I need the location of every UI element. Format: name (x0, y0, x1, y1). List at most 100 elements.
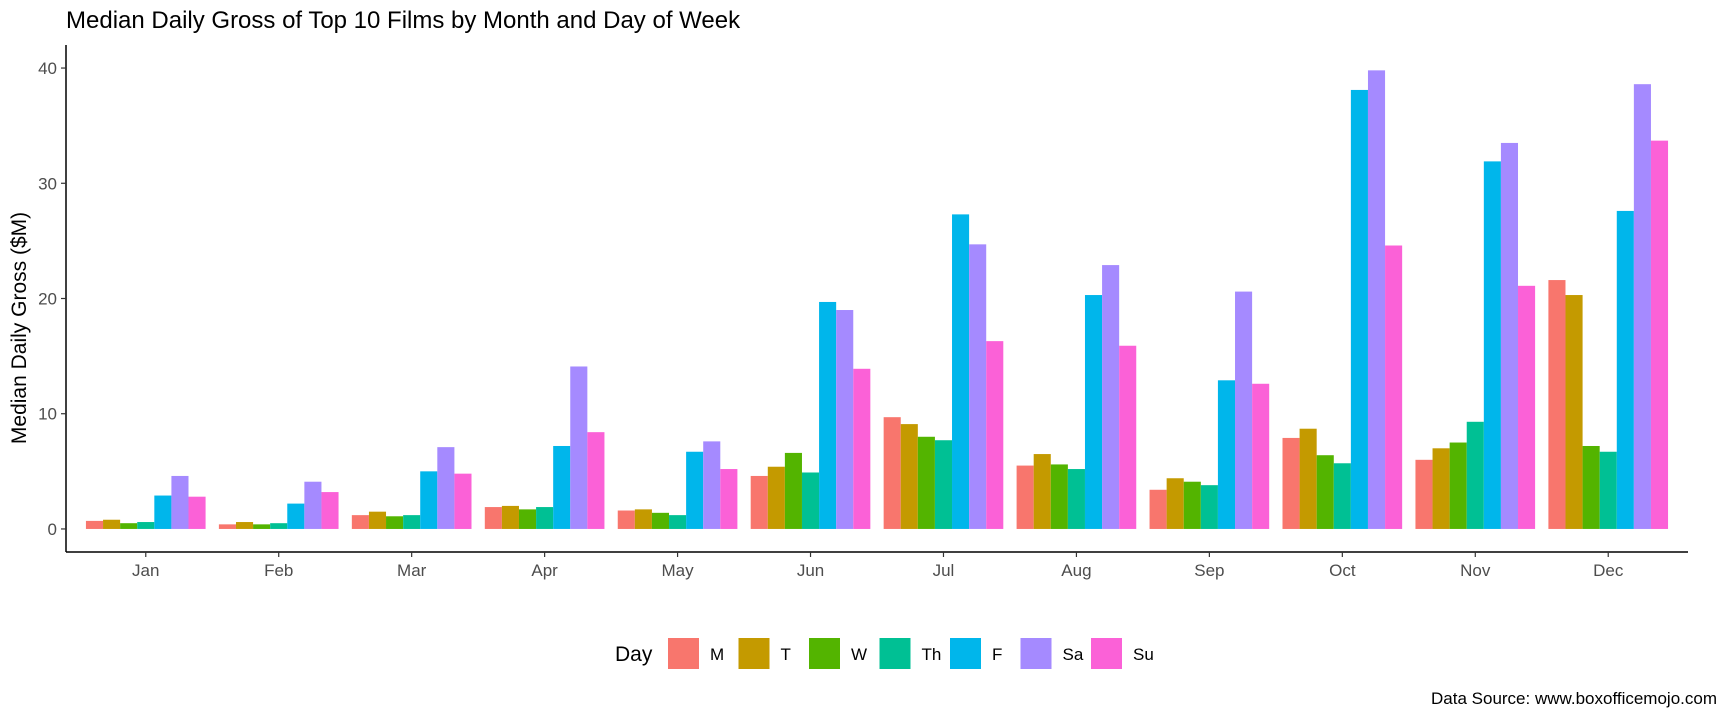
bar-may-su (720, 469, 738, 529)
x-tick-label-aug: Aug (1061, 561, 1091, 580)
bar-jun-m (750, 475, 768, 529)
bar-dec-su (1650, 140, 1669, 529)
x-tick-label-dec: Dec (1593, 561, 1624, 580)
bar-jun-sa (836, 310, 854, 529)
bar-jan-t (103, 519, 121, 529)
legend-key-f (950, 638, 981, 669)
legend-label-sa: Sa (1063, 645, 1084, 664)
bar-dec-sa (1633, 84, 1651, 529)
bar-jul-sa (969, 244, 987, 529)
bar-oct-f (1350, 89, 1368, 529)
bar-nov-sa (1500, 142, 1519, 529)
x-tick-label-feb: Feb (264, 561, 293, 580)
bar-jul-w (917, 436, 935, 529)
bar-feb-f (287, 503, 305, 529)
bar-feb-t (235, 522, 254, 529)
bar-aug-w (1050, 464, 1068, 529)
bar-nov-m (1415, 459, 1433, 529)
bar-apr-f (553, 445, 571, 529)
bar-feb-m (218, 524, 236, 529)
bars-layer (85, 70, 1669, 529)
bar-aug-t (1033, 454, 1051, 529)
bar-jul-m (883, 417, 901, 529)
bar-apr-th (536, 507, 554, 529)
bar-may-f (686, 451, 704, 529)
legend-label-w: W (851, 645, 867, 664)
bar-feb-su (321, 492, 339, 529)
bar-mar-th (403, 515, 421, 529)
legend-key-th (879, 638, 911, 669)
bar-dec-w (1582, 445, 1600, 529)
legend-title: Day (615, 643, 653, 666)
bar-sep-sa (1235, 291, 1253, 529)
data-source-caption: Data Source: www.boxofficemojo.com (1431, 689, 1717, 708)
bar-aug-m (1016, 465, 1034, 529)
bar-jun-w (784, 452, 802, 529)
bar-aug-su (1119, 345, 1137, 529)
bar-may-t (634, 509, 652, 529)
bar-sep-th (1200, 485, 1218, 529)
y-tick-label-10: 10 (38, 405, 57, 424)
bar-feb-th (270, 523, 288, 529)
x-tick-label-oct: Oct (1329, 561, 1356, 580)
bar-sep-t (1166, 478, 1184, 529)
legend-label-t: T (781, 645, 791, 664)
x-tick-label-nov: Nov (1460, 561, 1491, 580)
bar-jun-t (767, 466, 785, 529)
legend: Day M T W Th F Sa Su (615, 638, 1154, 669)
bar-jun-th (801, 472, 820, 529)
y-tick-label-40: 40 (38, 59, 57, 78)
bar-jan-th (137, 522, 155, 529)
bar-mar-w (386, 516, 404, 529)
bar-jan-su (188, 496, 206, 529)
bar-sep-f (1217, 380, 1236, 529)
bar-oct-sa (1367, 70, 1386, 529)
legend-key-sa (1020, 638, 1052, 669)
axes-layer: 0 10 20 30 40 Jan Feb Mar Apr May Jun Jul Aug Sep Oct N… (38, 45, 1688, 580)
legend-label-su: Su (1133, 645, 1154, 664)
bar-dec-m (1548, 280, 1566, 529)
legend-key-w (809, 638, 840, 669)
x-tick-label-mar: Mar (397, 561, 427, 580)
bar-oct-t (1299, 428, 1317, 529)
x-tick-label-jan: Jan (132, 561, 159, 580)
bar-aug-f (1084, 295, 1103, 529)
bar-apr-w (518, 509, 537, 529)
bar-may-sa (703, 441, 721, 529)
bar-apr-sa (570, 366, 588, 529)
bar-jul-t (900, 424, 918, 529)
bar-mar-f (420, 471, 438, 529)
bar-mar-sa (437, 447, 455, 529)
bar-mar-m (351, 515, 369, 529)
bar-jan-w (120, 523, 138, 529)
bar-apr-t (501, 505, 519, 529)
y-axis-label: Median Daily Gross ($M) (8, 212, 31, 444)
bar-dec-th (1599, 451, 1617, 529)
legend-label-f: F (992, 645, 1002, 664)
x-tick-label-sep: Sep (1194, 561, 1224, 580)
bar-nov-su (1518, 285, 1536, 529)
legend-label-m: M (710, 645, 724, 664)
chart-title: Median Daily Gross of Top 10 Films by Mo… (66, 7, 741, 34)
bar-aug-sa (1102, 265, 1120, 529)
legend-key-su (1091, 638, 1122, 669)
bar-apr-m (484, 507, 502, 529)
bar-nov-th (1466, 421, 1484, 529)
x-tick-label-jun: Jun (797, 561, 824, 580)
bar-oct-m (1282, 437, 1300, 529)
legend-label-th: Th (922, 645, 942, 664)
bar-dec-t (1565, 295, 1583, 529)
legend-key-m (668, 638, 699, 669)
bar-jun-f (819, 301, 837, 529)
bar-jan-m (85, 520, 104, 529)
bar-oct-su (1385, 245, 1403, 529)
bar-dec-f (1616, 210, 1634, 529)
bar-feb-w (253, 524, 271, 529)
bar-aug-th (1067, 469, 1085, 529)
y-tick-label-30: 30 (38, 174, 57, 193)
bar-oct-w (1316, 455, 1334, 529)
y-tick-label-20: 20 (38, 290, 57, 309)
bar-apr-su (587, 432, 605, 529)
bar-feb-sa (304, 481, 322, 529)
